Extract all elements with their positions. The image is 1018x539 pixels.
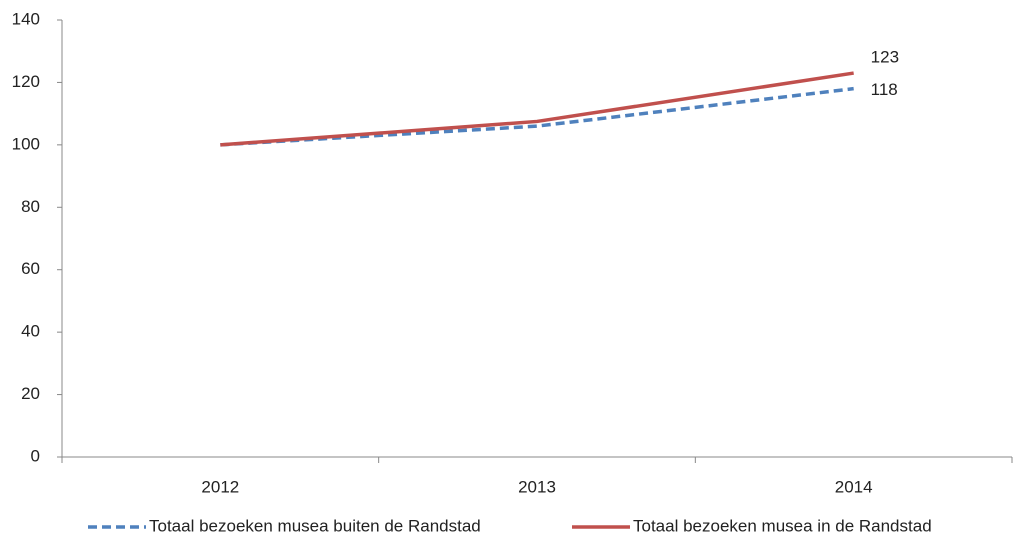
x-tick-label: 2013	[518, 477, 556, 496]
y-tick-label: 140	[12, 9, 40, 28]
data-label: 118	[871, 80, 898, 99]
legend-label: Totaal bezoeken musea buiten de Randstad	[149, 516, 481, 535]
y-tick-label: 100	[12, 134, 40, 153]
x-tick-label: 2014	[835, 477, 873, 496]
y-tick-label: 20	[21, 384, 40, 403]
y-tick-label: 0	[31, 446, 40, 465]
x-tick-label: 2012	[201, 477, 239, 496]
y-tick-label: 40	[21, 322, 40, 341]
y-tick-label: 120	[12, 72, 40, 91]
legend-label: Totaal bezoeken musea in de Randstad	[633, 516, 932, 535]
data-label: 123	[871, 48, 899, 67]
series-line	[220, 71, 854, 147]
y-tick-label: 80	[21, 197, 40, 216]
y-tick-label: 60	[21, 259, 40, 278]
